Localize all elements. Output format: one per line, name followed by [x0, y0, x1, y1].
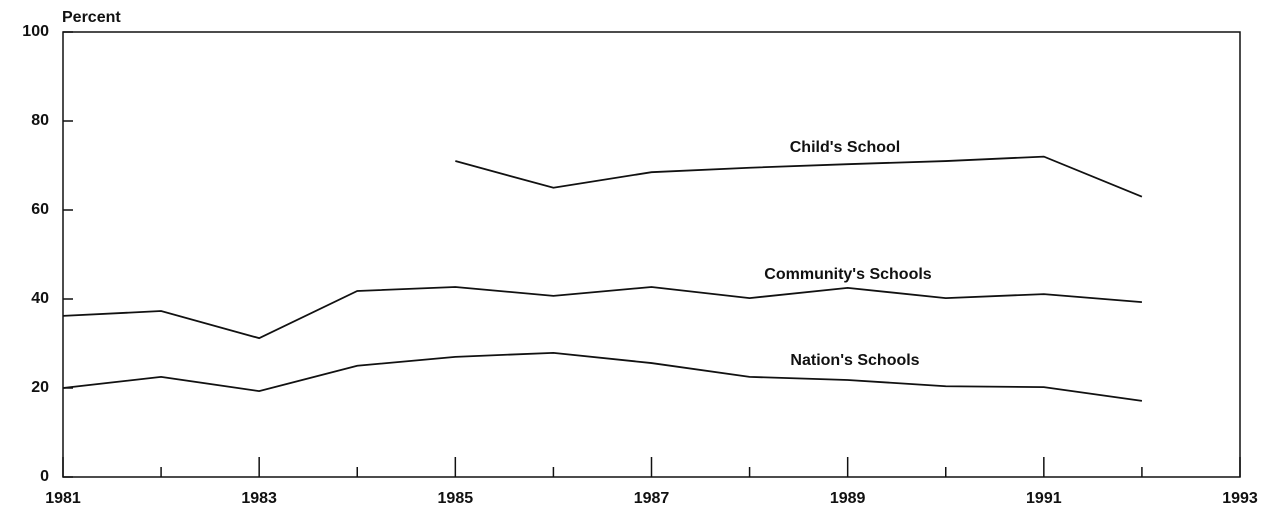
y-tick-label: 20: [31, 379, 49, 396]
series-line: [62, 286, 1142, 340]
x-tick-label: 1983: [241, 490, 277, 507]
y-tick-label: 0: [40, 468, 49, 485]
x-tick-label: 1981: [45, 490, 81, 507]
plot-frame: [62, 31, 1241, 478]
y-tick-label: 100: [22, 23, 49, 40]
series-line: [62, 351, 1143, 402]
y-tick-label: 60: [31, 201, 49, 218]
y-axis-label: Percent: [62, 9, 121, 26]
series-label: Nation's Schools: [790, 352, 919, 369]
x-tick-label: 1993: [1222, 490, 1258, 507]
x-tick-label: 1987: [634, 490, 670, 507]
series-label: Child's School: [790, 139, 900, 156]
series-line: [455, 155, 1143, 198]
x-tick-label: 1989: [830, 490, 866, 507]
y-tick-label: 40: [31, 290, 49, 307]
y-tick-label: 80: [31, 112, 49, 129]
x-tick-label: 1985: [438, 490, 474, 507]
series-label: Community's Schools: [764, 266, 931, 283]
x-tick-label: 1991: [1026, 490, 1062, 507]
